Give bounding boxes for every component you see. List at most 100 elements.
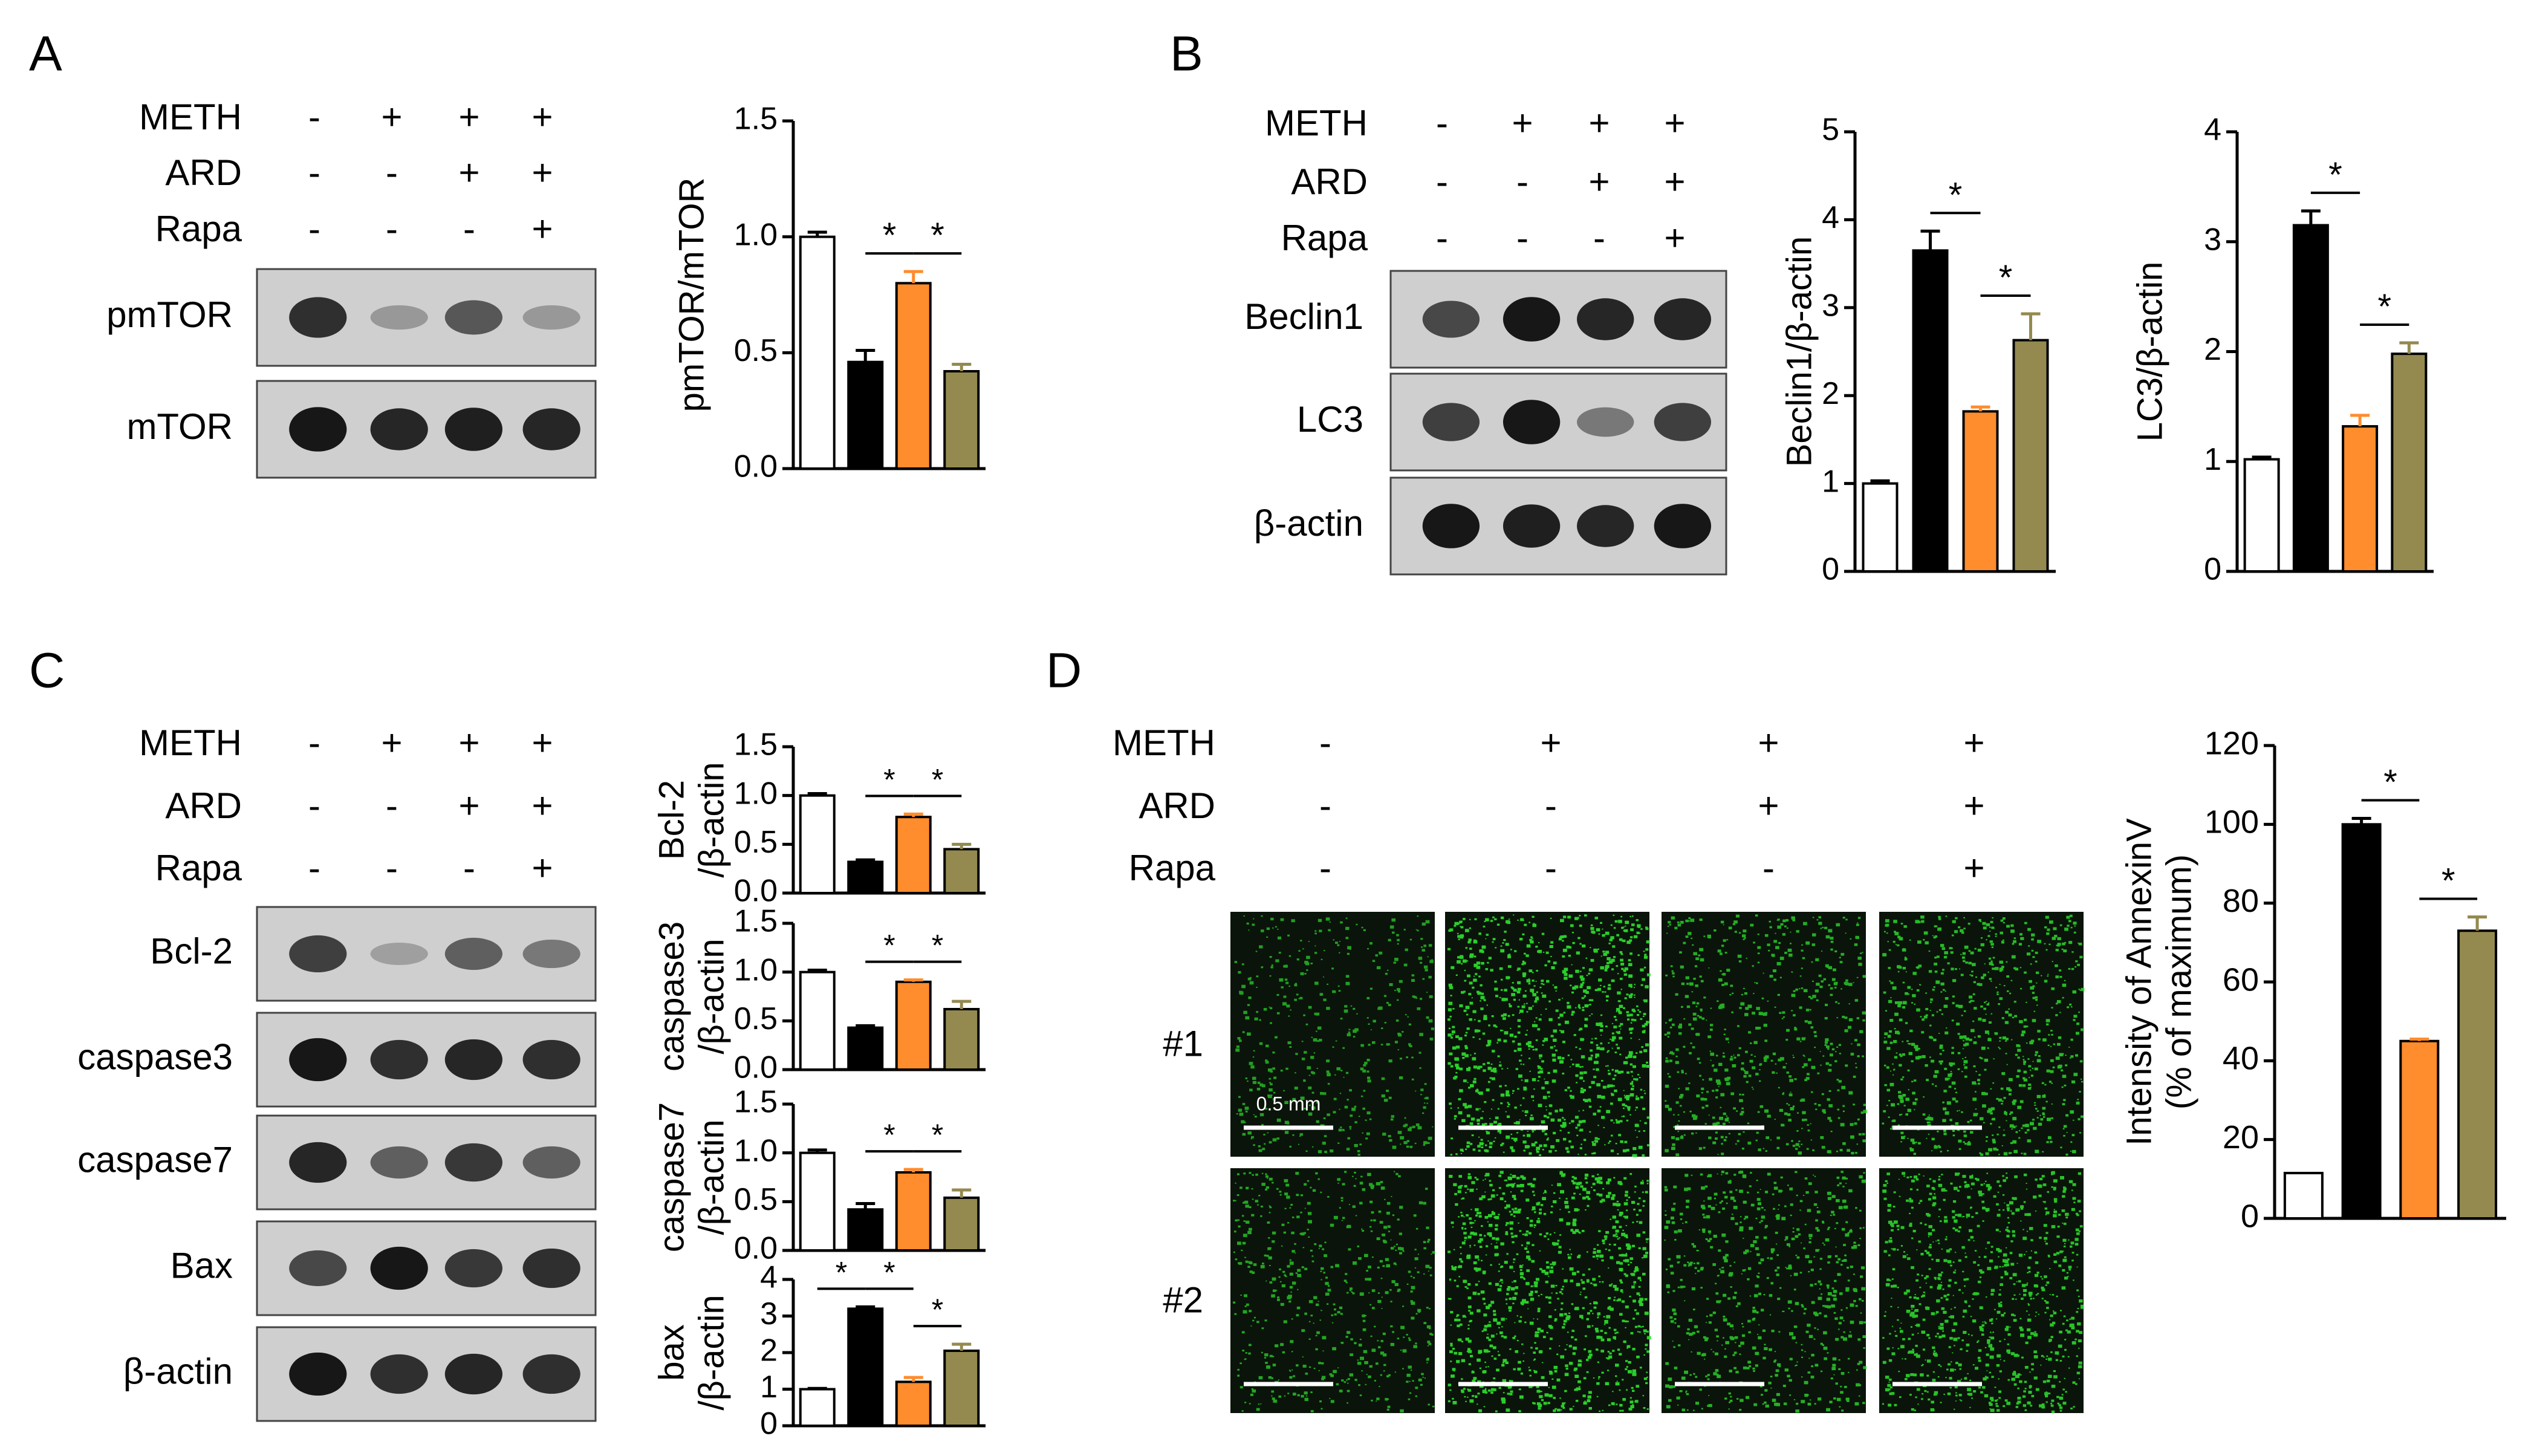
chart-c4-tick-label: 1 [760,1370,778,1405]
microscopy-image [1662,1168,1866,1413]
treatment-b-sign: - [1436,161,1448,202]
chart-b2-bar-control [2243,458,2280,573]
panel-a-blot-band [444,408,503,451]
panel-b-blot-band [1577,407,1634,437]
panel-c-blot-band [370,1039,428,1080]
chart-d-ylabel: Intensity of AnnexinV [2119,818,2159,1146]
panel-c-blot-band [289,1142,347,1183]
treatment-d-sign: + [1963,848,1984,888]
treatment-b-label-ard: ARD [1291,161,1368,202]
panel-c-blot-label: caspase3 [77,1036,233,1077]
panel-c-blot-band [444,937,503,970]
chart-c3-bar-control [799,1151,836,1252]
treatment-a-sign: + [381,97,402,137]
treatment-b-sign: + [1512,103,1533,143]
chart-b1-sig-star: * [1999,258,2013,297]
chart-d-sig-star: * [2441,861,2455,900]
chart-c4-ylabel: /β-actin [692,1295,731,1410]
treatment-b-sign: + [1664,161,1685,202]
treatment-c-sign: + [458,723,479,763]
panel-c-blot-band [444,1353,503,1395]
panel-a-blot-band [522,305,580,330]
panel-label-B: B [1170,27,1203,82]
chart-b1-bar-meth [1912,249,1949,573]
chart-c3-sig-star: * [883,1118,895,1152]
panel-b-blot-band [1654,298,1712,340]
treatment-d-sign: + [1758,723,1779,763]
microscopy-image [1230,912,1435,1157]
treatment-c-sign: - [386,848,398,888]
chart-c1-ylabel: /β-actin [692,762,731,877]
treatment-d-sign: - [1319,848,1331,888]
microscopy-cells [1447,914,1651,1157]
chart-c1-bar-meth-ard-rapa [943,848,980,895]
chart-c2: 0.0 0.5 1.0 1.5 caspase3/β-actin * * [652,904,986,1085]
chart-c4-bar-meth-ard [895,1380,932,1427]
chart-c4-bar-meth-ard-rapa [943,1349,980,1428]
treatment-b-sign: - [1516,218,1529,258]
treatment-b-label-meth: METH [1265,103,1368,143]
panel-a-blot-label: mTOR [126,406,233,447]
chart-c1-tick-label: 1.0 [734,776,778,811]
panel-c-blot-band [289,935,347,973]
chart-c4-tick-label: 0 [760,1406,778,1441]
panel-c-blot-label: Bax [171,1245,233,1285]
treatment-a-sign: - [308,152,320,193]
chart-d-tick-label: 60 [2223,961,2259,998]
chart-b1-tick-label: 3 [1822,288,1839,323]
microscopy-cells [1447,1171,1651,1412]
chart-d-bar-control [2283,1172,2324,1220]
chart-c1-tick-label: 0.5 [734,825,778,860]
chart-a-bar-meth-ard-rapa [943,370,980,470]
chart-d-tick-label: 0 [2241,1198,2259,1234]
panel-a-blot-band [289,407,347,452]
chart-c3-bar-meth [847,1208,884,1252]
panel-b-blot-band [1422,301,1480,338]
panel-b-blot-label: Beclin1 [1244,296,1363,337]
chart-a-tick-label: 0.0 [734,449,778,484]
treatment-a-label-rapa: Rapa [155,209,242,249]
chart-c3-tick-label: 0.0 [734,1231,778,1266]
treatment-b-sign: - [1516,161,1529,202]
treatment-c-sign: - [308,848,320,888]
treatment-a-sign: - [386,152,398,193]
chart-c4-ylabel: bax [652,1324,691,1381]
chart-c3-sig-star: * [932,1118,943,1152]
panel-c-blot-band [522,939,580,969]
chart-c1-tick-label: 0.0 [734,874,778,909]
treatment-a-sign: + [531,152,553,193]
treatment-a-sign: + [458,97,479,137]
panel-c-blot-band [289,1250,347,1287]
chart-c3-tick-label: 0.5 [734,1182,778,1217]
chart-c2-bar-meth-ard-rapa [943,1007,980,1071]
chart-a-ylabel: pmTOR/mTOR [672,178,711,412]
chart-b1-bar-meth-ard-rapa [2012,339,2049,573]
chart-a-tick-label: 1.0 [734,217,778,252]
treatment-d-label-ard: ARD [1139,785,1215,826]
treatment-d-sign: - [1545,848,1557,888]
panel-a-blot-band [289,297,347,338]
panel-c-blot-band [522,1039,580,1080]
treatment-a-sign: + [531,97,553,137]
chart-b2-tick-label: 0 [2204,552,2221,587]
chart-d-ylabel: (% of maximum) [2159,854,2198,1110]
chart-a-sig-star: * [931,216,944,255]
chart-c2-tick-label: 1.0 [734,952,778,987]
chart-b2-tick-label: 4 [2204,112,2221,148]
chart-c3-tick-label: 1.5 [734,1085,778,1120]
treatment-c-sign: + [531,848,553,888]
chart-a-tick-label: 1.5 [734,102,778,137]
treatment-d-sign: + [1758,785,1779,826]
chart-c3-bar-meth-ard-rapa [943,1196,980,1252]
treatment-d-label-meth: METH [1113,723,1215,763]
microscopy-image [1879,1168,2084,1413]
treatment-a-sign: - [308,97,320,137]
treatment-b-sign: + [1664,218,1685,258]
chart-c2-ylabel: /β-actin [692,938,731,1054]
chart-c2-bar-meth [847,1026,884,1071]
panel-c-blot-band [522,1146,580,1179]
panel-b-blot-band [1654,504,1712,548]
chart-c4-tick-label: 3 [760,1296,778,1331]
treatment-c-label-ard: ARD [165,785,242,826]
